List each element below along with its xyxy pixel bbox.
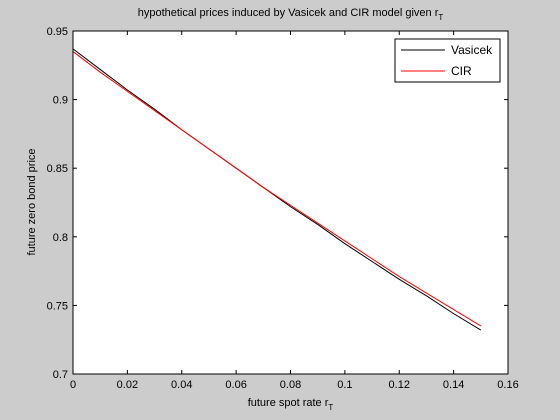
y-tick-label: 0.95 bbox=[47, 26, 68, 38]
legend-label-vasicek: Vasicek bbox=[451, 43, 493, 57]
x-tick-label: 0 bbox=[70, 379, 76, 391]
y-tick-label: 0.85 bbox=[47, 163, 68, 175]
y-tick-label: 0.9 bbox=[53, 95, 68, 107]
chart-title-text: hypothetical prices induced by Vasicek a… bbox=[138, 7, 439, 19]
y-tick-label: 0.75 bbox=[47, 300, 68, 312]
x-tick-label: 0.12 bbox=[389, 379, 410, 391]
x-tick-label: 0.08 bbox=[280, 379, 301, 391]
x-axis-title-subscript: T bbox=[328, 403, 333, 412]
x-axis-title: future spot rate rT bbox=[248, 397, 334, 412]
x-tick-label: 0.02 bbox=[117, 379, 138, 391]
y-axis-title: future zero bond price bbox=[26, 148, 38, 255]
x-tick-label: 0.14 bbox=[443, 379, 464, 391]
legend-box bbox=[394, 38, 501, 83]
plot-area bbox=[73, 31, 508, 374]
chart-title: hypothetical prices induced by Vasicek a… bbox=[138, 7, 444, 22]
series-line-vasicek bbox=[72, 48, 482, 331]
x-tick-label: 0.16 bbox=[497, 379, 518, 391]
y-tick-label: 0.7 bbox=[53, 369, 68, 381]
series-line-cir bbox=[72, 51, 482, 327]
x-tick-label: 0.06 bbox=[225, 379, 246, 391]
legend: Vasicek CIR bbox=[394, 38, 501, 83]
chart-title-subscript: T bbox=[438, 13, 443, 22]
x-tick-label: 0.1 bbox=[337, 379, 352, 391]
legend-label-cir: CIR bbox=[451, 64, 472, 78]
y-tick-label: 0.8 bbox=[53, 232, 68, 244]
x-axis-title-text: future spot rate r bbox=[248, 397, 329, 409]
x-tick-label: 0.04 bbox=[171, 379, 192, 391]
